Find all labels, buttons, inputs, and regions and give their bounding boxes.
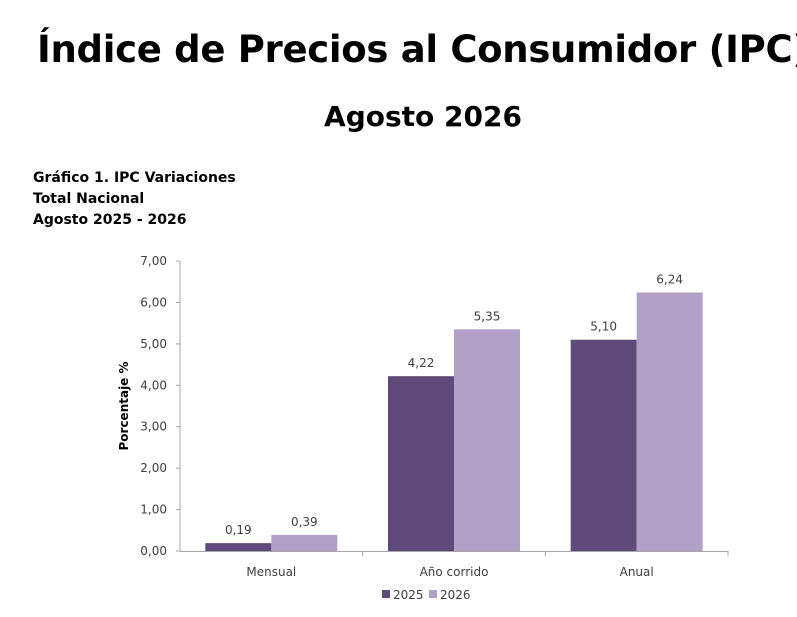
y-tick-label: 7,00 bbox=[140, 254, 167, 268]
y-axis-title: Porcentaje % bbox=[117, 361, 131, 450]
bar-2026-1 bbox=[271, 534, 338, 551]
x-category-label: Año corrido bbox=[420, 565, 489, 579]
data-label: 0,39 bbox=[291, 515, 318, 529]
data-label: 6,24 bbox=[656, 272, 683, 286]
bar-2025-2 bbox=[388, 376, 454, 551]
y-tick-label: 4,00 bbox=[140, 378, 167, 392]
y-tick-label: 3,00 bbox=[140, 420, 167, 434]
y-tick-label: 1,00 bbox=[140, 503, 167, 517]
bar-2025-3 bbox=[570, 339, 637, 551]
legend-label-2025: 2025 bbox=[393, 588, 424, 602]
y-tick-label: 2,00 bbox=[140, 461, 167, 475]
y-tick-label: 6,00 bbox=[140, 295, 167, 309]
data-label: 5,10 bbox=[590, 320, 617, 334]
y-tick-label: 5,00 bbox=[140, 337, 167, 351]
caption-line-2: Total Nacional bbox=[33, 191, 145, 207]
x-category-label: Anual bbox=[620, 565, 654, 579]
chart-caption: Gráfico 1. IPC Variaciones Total Naciona… bbox=[33, 168, 236, 231]
bar-2026-3 bbox=[636, 292, 703, 551]
y-tick-label: 0,00 bbox=[140, 544, 167, 558]
caption-line-1: Gráfico 1. IPC Variaciones bbox=[33, 170, 236, 186]
x-category-label: Mensual bbox=[246, 565, 296, 579]
bar-2025-1 bbox=[205, 543, 272, 551]
data-label: 4,22 bbox=[408, 356, 435, 370]
legend-swatch-2025 bbox=[382, 590, 390, 598]
page-subtitle: Agosto 2026 bbox=[324, 100, 522, 133]
caption-line-3: Agosto 2025 - 2026 bbox=[33, 212, 187, 228]
bar-2026-2 bbox=[454, 329, 520, 551]
data-label: 5,35 bbox=[474, 309, 501, 323]
data-label: 0,19 bbox=[225, 523, 252, 537]
legend-swatch-2026 bbox=[429, 590, 437, 598]
legend-label-2026: 2026 bbox=[440, 588, 471, 602]
page-title: Índice de Precios al Consumidor (IPC) bbox=[37, 28, 797, 71]
